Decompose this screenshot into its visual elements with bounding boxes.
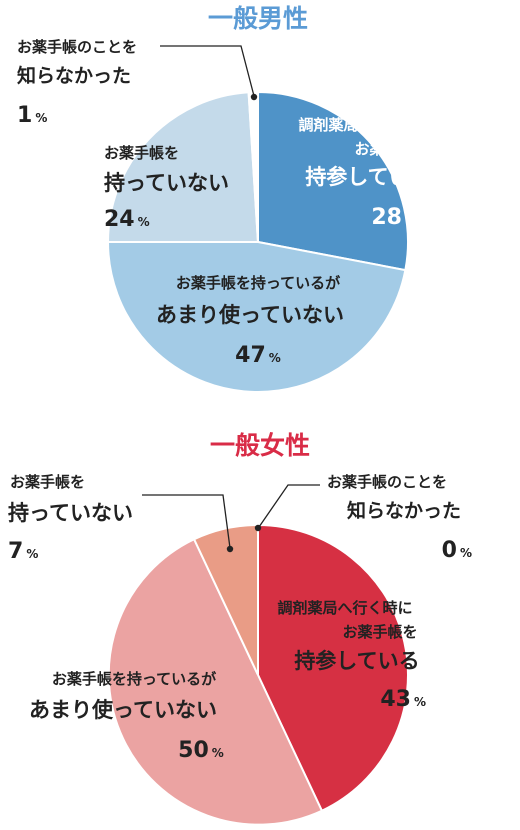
slice-label-male-bring-line3: 持参している [305, 165, 430, 189]
slice-label-female-noown-line2: 持っていない [8, 501, 133, 525]
slice-percent-male-bring: 28% [371, 205, 417, 230]
pie-slice-male-noown [106, 91, 260, 243]
slice-label-female-bring-line2: お薬手帳を [342, 623, 417, 641]
slice-label-male-noown-line2: 持っていない [104, 171, 229, 195]
slice-percent-male-rarely: 47% [235, 343, 281, 368]
slice-label-female-rarely-line1: お薬手帳を持っているが [52, 670, 217, 688]
pie-slice-male-bring [257, 90, 409, 272]
chart-title-male: 一般男性 [208, 4, 308, 33]
slice-percent-female-bring: 43% [380, 687, 426, 712]
slice-label-female-rarely-line2: あまり使っていない [29, 698, 217, 722]
slice-label-female-bring-line1: 調剤薬局へ行く時に [277, 599, 412, 617]
pie-slice-female-bring [257, 523, 409, 813]
slice-percent-female-rarely: 50% [178, 738, 224, 763]
slice-label-male-rarely-line1: お薬手帳を持っているが [176, 274, 341, 292]
pie-slices-male [106, 90, 409, 393]
slice-label-male-bring-line1: 調剤薬局へ行く時に [298, 116, 433, 134]
slice-label-male-noown-line1: お薬手帳を [104, 144, 179, 162]
pie-chart-male: 一般男性 調剤薬局へ行く時に お薬手帳を 持参している 28% お薬手帳を持って… [17, 4, 434, 393]
leader-line-male-unknown [160, 45, 255, 97]
leader-dot-female-unknown [254, 524, 262, 532]
slice-percent-female-noown: 7% [8, 539, 38, 564]
leader-line-female-unknown [258, 484, 320, 528]
slice-percent-male-unknown: 1% [17, 103, 47, 128]
pie-chart-female: 一般女性 調剤薬局へ行く時に お薬手帳を 持参している 43% お薬手帳を持って… [8, 431, 472, 826]
slice-label-female-unknown-line2: 知らなかった [347, 499, 461, 522]
slice-label-male-unknown-line2: 知らなかった [17, 64, 131, 87]
leader-dot-male-unknown [250, 93, 258, 101]
pie-slice-female-rarely [107, 537, 324, 826]
slice-label-female-unknown-line1: お薬手帳のことを [327, 473, 447, 491]
slice-label-male-rarely-line2: あまり使っていない [156, 303, 344, 327]
slice-label-male-bring-line2: お薬手帳を [354, 140, 429, 158]
pie-slices-female [107, 523, 409, 826]
slice-label-female-noown-line1: お薬手帳を [10, 473, 85, 491]
slice-label-female-bring-line3: 持参している [294, 649, 419, 673]
pie-slice-male-rarely [106, 241, 407, 393]
slice-percent-female-unknown: 0% [442, 538, 472, 563]
leader-dot-female-noown [226, 545, 234, 553]
slice-percent-male-noown: 24% [104, 207, 150, 232]
slice-label-male-unknown-line1: お薬手帳のことを [17, 38, 137, 56]
leader-line-female-noown [142, 494, 231, 549]
chart-title-female: 一般女性 [210, 431, 310, 460]
